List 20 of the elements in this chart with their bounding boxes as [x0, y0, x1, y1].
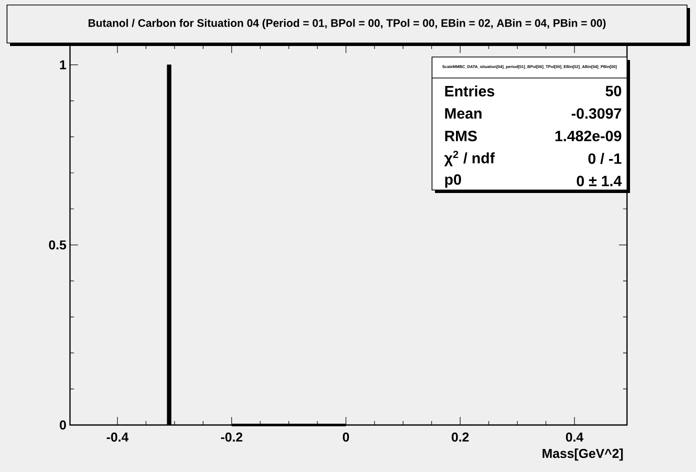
- annotation: Mean: [445, 108, 482, 119]
- annotation: χ$^{2}$ / ndf: [444, 150, 495, 166]
- annotation: 1.482e-09: [555, 130, 622, 142]
- annotation: 50: [606, 86, 622, 96]
- x-tick-label: -0.4: [106, 432, 129, 442]
- x-tick-label: -0.2: [221, 432, 242, 442]
- annotation: Entries: [445, 86, 494, 96]
- x-tick-label: 0: [342, 432, 350, 442]
- chart-title: Butanol / Carbon for Situation 04 (Period = 01, BPol = 00, TPol = 00, EBin = 02, ABin = 04, PBin = 00): [88, 18, 606, 30]
- x-axis-title: Mass[GeV^2]: [542, 448, 623, 461]
- y-tick-label: 0: [60, 420, 66, 430]
- annotation: -0.3097: [572, 108, 622, 119]
- annotation: 0 ± 1.4: [576, 176, 622, 186]
- x-tick-label: 0.4: [566, 432, 584, 442]
- y-tick-label: 0.5: [48, 240, 66, 250]
- annotation: 0 / -1: [588, 152, 622, 164]
- y-tick-label: 1: [60, 60, 66, 70]
- annotation: p0: [445, 174, 462, 188]
- annotation: RMS: [445, 130, 477, 142]
- x-tick-label: 0.2: [452, 432, 469, 442]
